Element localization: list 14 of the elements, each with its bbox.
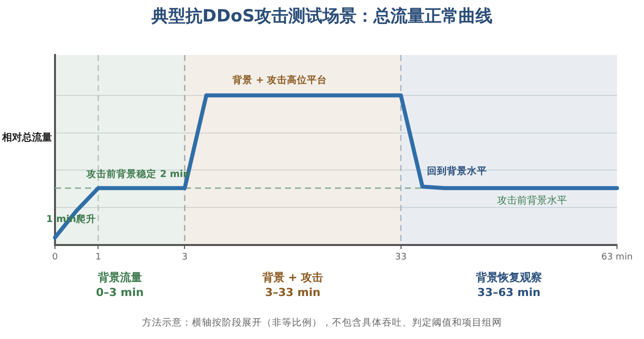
chart-title: 典型抗DDoS攻击测试场景：总流量正常曲线 [150, 6, 493, 26]
text: 背景 + 攻击高位平台 [232, 74, 328, 86]
x-tick-label: 33 [395, 252, 407, 263]
x-tick-label: 0 [52, 252, 58, 263]
band-label: 背景流量 0–3 min [96, 270, 144, 299]
ref-line-label: 攻击前背景水平 [497, 194, 567, 207]
annotation: 回到背景水平 [427, 165, 488, 178]
x-tick-label: 63 min [601, 252, 633, 263]
band-label: 背景 + 攻击 3–33 min [261, 270, 324, 299]
x-tick-label: 3 [182, 252, 188, 263]
text: 方法示意：横轴按阶段展开（非等比例），不包含具体吞吐、判定阈值和项目组网 [142, 316, 502, 328]
band-label: 背景恢复观察 33–63 min [474, 270, 542, 299]
y-axis-title: 相对总流量 [1, 132, 52, 144]
x-tick-label: 1 [95, 252, 102, 263]
